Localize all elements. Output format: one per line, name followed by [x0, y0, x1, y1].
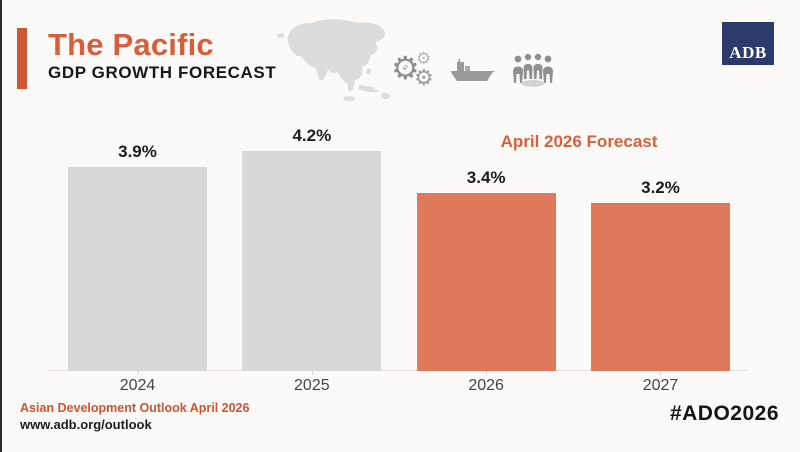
page-title: The Pacific: [48, 27, 214, 62]
gear-icon: ⚙: [414, 65, 434, 90]
bar-value-label: 4.2%: [292, 126, 332, 145]
x-tick-label-2024: 2024: [119, 377, 156, 394]
cargo-ship-icon: [449, 59, 497, 90]
x-tick-label-2027: 2027: [642, 377, 679, 394]
x-tick-label-2025: 2025: [294, 377, 330, 394]
axis-tick: [311, 371, 313, 375]
forecast-annotation: April 2026 Forecast: [500, 132, 658, 151]
adb-logo-text: ADB: [729, 43, 767, 62]
axis-tick: [660, 371, 662, 375]
dollar-icon: $: [402, 62, 409, 74]
bar-2024: [68, 167, 207, 371]
axis-tick: [486, 371, 488, 375]
bar-2027: [590, 203, 730, 371]
economy-gears-icon: ⚙ $ ⚙ ⚙: [391, 50, 437, 92]
adb-logo: ADB: [722, 22, 774, 65]
footer-url: www.adb.org/outlook: [20, 417, 152, 432]
frame-edge: [0, 0, 2, 452]
gear-icon: ⚙: [391, 50, 420, 86]
bar-2026: [416, 193, 556, 371]
footer-hashtag: #ADO2026: [669, 402, 779, 425]
bar-2025: [242, 151, 382, 371]
bar-value-label: 3.2%: [641, 178, 680, 197]
title-accent-bar: [17, 28, 27, 89]
x-tick-label-2026: 2026: [468, 377, 504, 394]
people-group-icon: [511, 53, 555, 96]
gear-icon: ⚙: [416, 49, 432, 68]
bar-value-label: 3.9%: [118, 142, 157, 161]
footer-publication: Asian Development Outlook April 2026: [20, 401, 250, 415]
axis-tick: [137, 371, 139, 375]
bar-value-label: 3.4%: [466, 168, 506, 187]
page-subtitle: GDP GROWTH FORECAST: [48, 63, 277, 82]
x-axis-line: [48, 370, 748, 371]
asia-map-icon: [274, 13, 400, 112]
